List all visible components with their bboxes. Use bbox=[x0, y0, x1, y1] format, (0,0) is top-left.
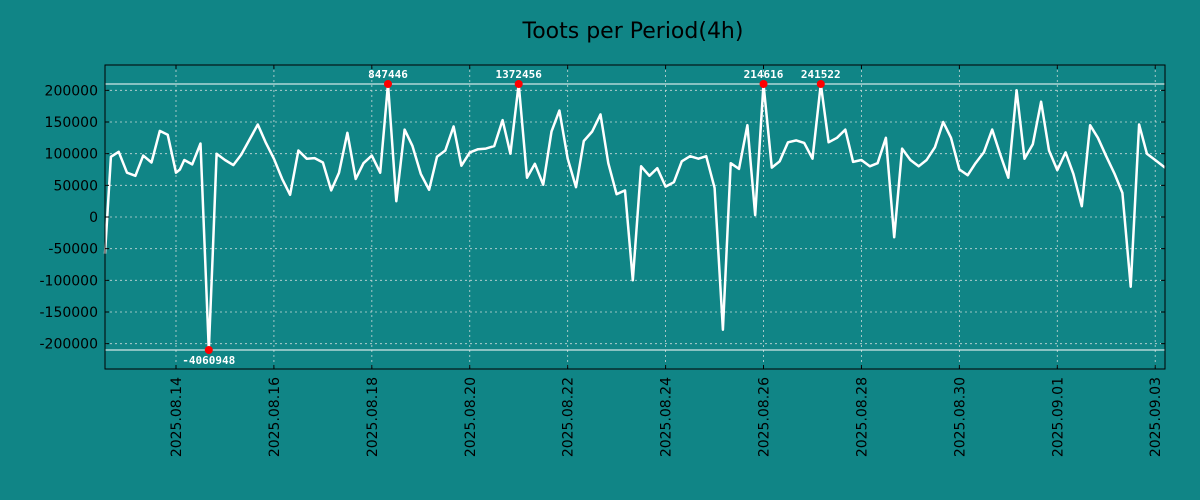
y-tick-label: 0 bbox=[89, 210, 98, 226]
clip-lines bbox=[105, 83, 1165, 351]
x-axis: 2025.08.14 2025.08.16 2025.08.18 2025.08.20… bbox=[169, 65, 1164, 457]
x-tick-label: 2025.09.01 bbox=[1050, 377, 1066, 457]
annotation-label: 1372456 bbox=[496, 68, 543, 81]
plot-line bbox=[103, 82, 1166, 352]
chart-title: Toots per Period(4h) bbox=[522, 19, 744, 44]
y-tick-label: 100000 bbox=[45, 147, 98, 163]
annotation-label: 241522 bbox=[801, 68, 841, 81]
x-tick-label: 2025.08.26 bbox=[757, 377, 773, 457]
peak-marker bbox=[204, 346, 213, 354]
annotation-label: 214616 bbox=[744, 68, 784, 81]
x-tick-label: 2025.08.20 bbox=[463, 377, 479, 457]
y-tick-label: 50000 bbox=[53, 178, 98, 194]
peak-marker bbox=[383, 80, 392, 88]
markers bbox=[204, 80, 825, 354]
x-tick-label: 2025.08.18 bbox=[365, 377, 381, 457]
peak-marker bbox=[816, 80, 825, 88]
x-tick-label: 2025.09.03 bbox=[1148, 377, 1164, 457]
y-tick-label: 200000 bbox=[45, 83, 98, 99]
y-tick-label: -150000 bbox=[40, 305, 99, 321]
y-tick-label: 150000 bbox=[45, 115, 98, 131]
x-tick-label: 2025.08.28 bbox=[854, 377, 870, 457]
peak-marker bbox=[759, 80, 768, 88]
y-tick-label: -100000 bbox=[40, 273, 99, 289]
x-tick-label: 2025.08.16 bbox=[267, 377, 283, 457]
annotation-label: -4060948 bbox=[182, 354, 235, 367]
x-tick-label: 2025.08.30 bbox=[952, 377, 968, 457]
annotation-label: 847446 bbox=[368, 68, 408, 81]
y-tick-label: -50000 bbox=[48, 242, 98, 258]
series-line bbox=[103, 82, 1166, 352]
grid bbox=[105, 65, 1165, 369]
annotations: -4060948 847446 1372456 214616 241522 bbox=[182, 68, 840, 367]
x-tick-label: 2025.08.14 bbox=[169, 377, 185, 457]
y-tick-label: -200000 bbox=[40, 337, 99, 353]
y-axis: 200000 150000 100000 50000 0 -50000 -100000 -15… bbox=[40, 83, 1165, 353]
x-tick-label: 2025.08.24 bbox=[659, 377, 675, 457]
peak-marker bbox=[514, 80, 523, 88]
x-tick-label: 2025.08.22 bbox=[561, 377, 577, 457]
